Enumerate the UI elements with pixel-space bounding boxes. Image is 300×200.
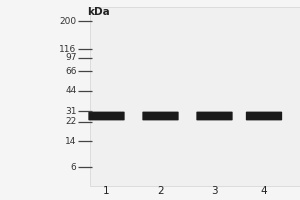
FancyBboxPatch shape xyxy=(246,112,282,120)
FancyBboxPatch shape xyxy=(142,112,179,120)
Text: kDa: kDa xyxy=(87,7,110,17)
Text: 200: 200 xyxy=(59,17,76,25)
Text: 44: 44 xyxy=(65,86,76,95)
Text: 97: 97 xyxy=(65,53,76,62)
Text: 14: 14 xyxy=(65,136,76,146)
Text: 3: 3 xyxy=(211,186,218,196)
Text: 31: 31 xyxy=(65,106,76,116)
Text: 6: 6 xyxy=(71,162,76,171)
FancyBboxPatch shape xyxy=(196,112,233,120)
FancyBboxPatch shape xyxy=(88,112,125,120)
Text: 4: 4 xyxy=(261,186,267,196)
Text: 1: 1 xyxy=(103,186,110,196)
Text: 2: 2 xyxy=(157,186,164,196)
Text: 66: 66 xyxy=(65,66,76,75)
Bar xyxy=(90,7,300,186)
Text: 22: 22 xyxy=(65,117,76,127)
Text: 116: 116 xyxy=(59,45,76,53)
